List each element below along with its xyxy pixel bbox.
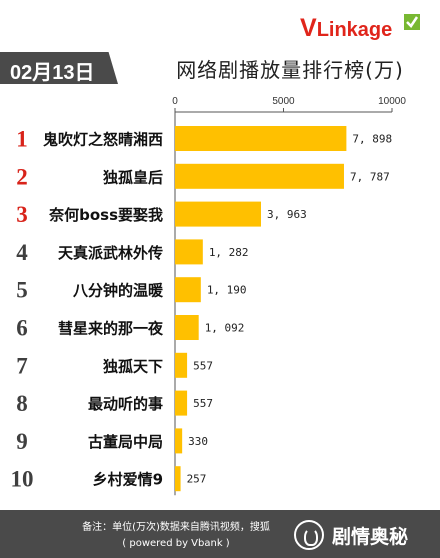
category-label: 古董局中局 <box>88 433 163 451</box>
value-label: 7, 898 <box>352 133 392 146</box>
bar <box>175 277 201 303</box>
bar <box>175 126 347 151</box>
vlinkage-logo: VLinkage <box>300 14 428 54</box>
bar <box>175 428 183 454</box>
value-label: 330 <box>188 435 208 448</box>
bar <box>175 352 188 378</box>
rank-label: 3 <box>16 202 28 227</box>
category-label: 彗星来的那一夜 <box>58 320 164 338</box>
value-label: 1, 190 <box>207 284 247 297</box>
date-label: 02月13日 <box>10 62 95 84</box>
bar <box>175 390 188 416</box>
value-label: 557 <box>193 397 213 410</box>
footer-note: 备注：单位(万次)数据来自腾讯视频，搜狐 ( powered by Vbank … <box>56 520 296 552</box>
value-label: 257 <box>187 473 207 486</box>
rank-label: 1 <box>16 127 28 152</box>
x-tick-label: 0 <box>172 96 178 107</box>
badge-icon <box>294 520 324 550</box>
category-label: 乡村爱情9 <box>93 471 163 489</box>
rank-label: 2 <box>16 164 28 189</box>
bar <box>175 201 261 227</box>
rank-label: 5 <box>16 278 28 303</box>
logo-text: Linkage <box>316 19 393 41</box>
bar <box>175 163 344 189</box>
plot-secret-badge: 剧情奥秘 <box>288 516 438 554</box>
value-label: 7, 787 <box>350 170 390 183</box>
chart-rows: 1 鬼吹灯之怒晴湘西 7, 898 2 独孤皇后 7, 787 3 奈何boss要娶我 3, 9… <box>11 126 392 492</box>
x-tick-label: 5000 <box>272 96 295 107</box>
footer-note-line2: ( powered by Vbank ) <box>122 538 230 549</box>
value-label: 557 <box>193 359 213 372</box>
logo-square-icon <box>404 14 420 30</box>
category-label: 最动听的事 <box>88 395 163 413</box>
rank-label: 7 <box>16 353 28 378</box>
category-label: 独孤天下 <box>103 357 163 375</box>
badge-text: 剧情奥秘 <box>332 526 409 548</box>
category-label: 天真派武林外传 <box>58 244 163 262</box>
value-label: 1, 092 <box>205 322 245 335</box>
bar <box>175 239 203 265</box>
category-label: 奈何boss要娶我 <box>48 206 163 224</box>
value-label: 1, 282 <box>209 246 249 259</box>
x-tick-label: 10000 <box>378 96 406 107</box>
category-label: 八分钟的温暖 <box>72 282 164 300</box>
logo-v: V <box>300 14 317 42</box>
rank-label: 6 <box>16 316 28 341</box>
bar <box>175 315 199 340</box>
rank-label: 9 <box>16 429 28 454</box>
category-label: 鬼吹灯之怒晴湘西 <box>43 131 163 149</box>
rank-label: 8 <box>16 391 28 416</box>
footer-note-line1: 备注：单位(万次)数据来自腾讯视频，搜狐 <box>82 522 270 533</box>
rank-label: 4 <box>16 240 28 265</box>
category-label: 独孤皇后 <box>103 168 163 186</box>
footer-bar: 备注：单位(万次)数据来自腾讯视频，搜狐 ( powered by Vbank … <box>0 510 440 558</box>
bar-chart: 0 5000 10000 1 鬼吹灯之怒晴湘西 7, 898 2 独孤皇后 7, 787 3 奈何… <box>11 96 406 496</box>
value-label: 3, 963 <box>267 208 307 221</box>
bar <box>175 466 181 492</box>
rank-label: 10 <box>11 467 34 492</box>
date-tag: 02月13日 <box>0 52 118 84</box>
chart-title: 网络剧播放量排行榜(万) <box>176 58 404 82</box>
